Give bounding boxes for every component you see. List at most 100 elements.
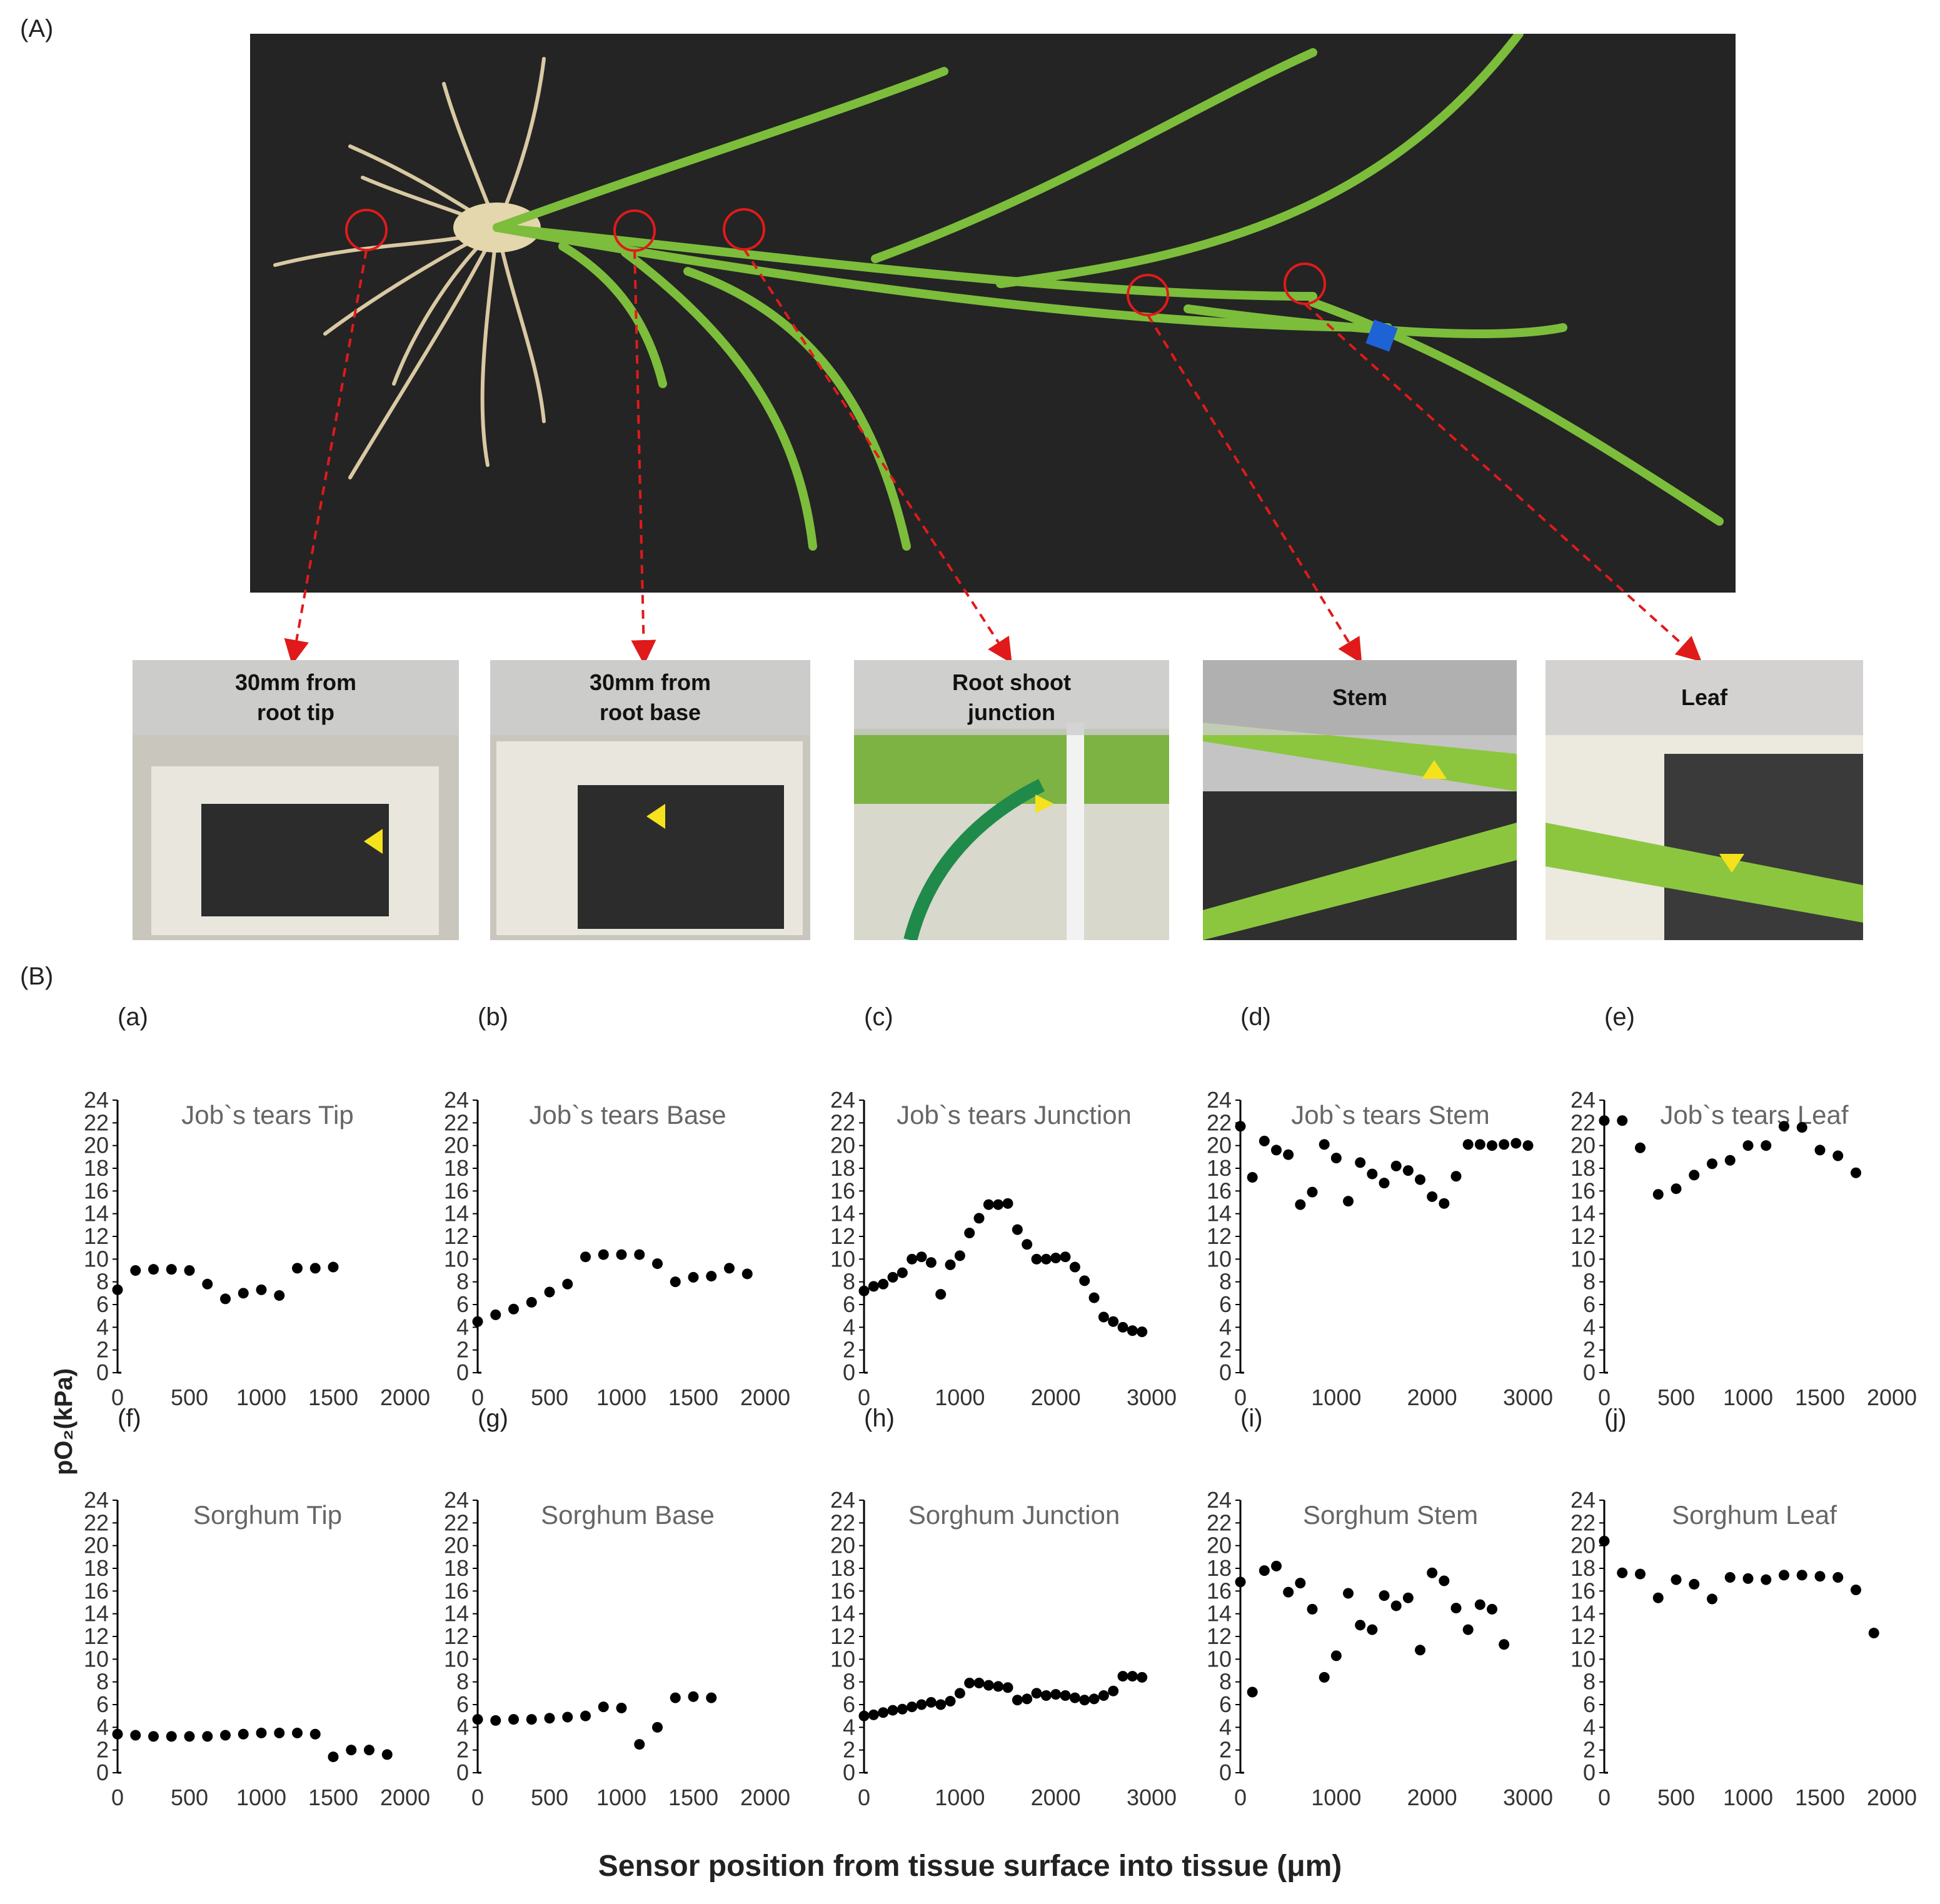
data-point <box>907 1701 918 1713</box>
data-point <box>1031 1253 1042 1265</box>
data-point <box>148 1264 159 1275</box>
y-tick-label: 12 <box>1207 1623 1232 1649</box>
data-point <box>1868 1628 1879 1639</box>
y-tick-label: 10 <box>444 1646 469 1671</box>
y-tick-label: 6 <box>96 1291 109 1317</box>
data-point <box>1474 1139 1485 1150</box>
y-tick-label: 14 <box>1207 1201 1232 1226</box>
thumbnail-root-base: 30mm from root base <box>490 660 810 940</box>
y-tick-label: 14 <box>1571 1601 1596 1626</box>
data-point <box>1832 1150 1844 1161</box>
x-tick-label: 0 <box>471 1385 484 1410</box>
y-tick-label: 8 <box>1583 1669 1596 1695</box>
thumbnail-label: Root shoot junction <box>854 660 1169 735</box>
data-point <box>238 1728 249 1740</box>
data-point <box>1402 1165 1414 1176</box>
panel-letter: (d) <box>1240 1003 1271 1031</box>
data-point <box>1379 1590 1390 1601</box>
chart-title: Job`s tears Base <box>529 1100 726 1130</box>
y-tick-label: 22 <box>830 1510 855 1535</box>
data-point <box>1235 1121 1246 1132</box>
plant-photo <box>250 29 1736 593</box>
data-point <box>935 1289 947 1300</box>
thumbnail-label: 30mm from root base <box>490 660 810 735</box>
y-tick-label: 22 <box>84 1110 109 1135</box>
y-tick-label: 8 <box>96 1269 109 1295</box>
chart-title: Sorghum Leaf <box>1672 1500 1837 1530</box>
data-point <box>1343 1588 1354 1599</box>
y-tick-label: 12 <box>1571 1223 1596 1249</box>
data-point <box>1439 1575 1450 1586</box>
callout-arrows <box>284 248 1702 665</box>
y-tick-label: 22 <box>84 1510 109 1535</box>
data-point <box>1050 1253 1062 1264</box>
y-tick-label: 22 <box>1207 1110 1232 1135</box>
thumbnail-label: 30mm from root tip <box>133 660 459 735</box>
y-tick-label: 0 <box>456 1360 469 1385</box>
x-tick-label: 1000 <box>1311 1785 1361 1810</box>
data-point <box>1247 1686 1258 1698</box>
y-tick-label: 18 <box>830 1155 855 1181</box>
data-point <box>1079 1275 1090 1286</box>
data-point <box>130 1265 141 1276</box>
y-tick-label: 16 <box>1207 1578 1232 1603</box>
y-tick-label: 22 <box>1571 1510 1596 1535</box>
data-point <box>1510 1138 1522 1149</box>
data-point <box>1271 1145 1282 1156</box>
y-tick-label: 10 <box>84 1646 109 1671</box>
y-tick-label: 18 <box>444 1555 469 1581</box>
data-point <box>526 1714 537 1725</box>
data-point <box>897 1703 908 1715</box>
data-point <box>1779 1570 1789 1581</box>
data-point <box>1259 1565 1270 1576</box>
data-point <box>1040 1690 1052 1701</box>
y-tick-label: 0 <box>456 1760 469 1785</box>
data-point <box>220 1293 231 1305</box>
data-point <box>1069 1261 1080 1273</box>
data-point <box>328 1261 339 1273</box>
data-point <box>1742 1140 1754 1151</box>
data-point <box>1499 1139 1510 1150</box>
y-tick-label: 14 <box>1207 1601 1232 1626</box>
data-point <box>887 1271 898 1283</box>
y-tick-label: 0 <box>843 1360 855 1385</box>
y-tick-label: 14 <box>84 1601 109 1626</box>
data-point <box>166 1264 177 1275</box>
thumbnail-root-tip: 30mm from root tip <box>133 660 459 940</box>
data-point <box>1724 1572 1736 1583</box>
y-tick-label: 2 <box>456 1337 469 1363</box>
y-tick-label: 12 <box>444 1223 469 1249</box>
y-tick-label: 22 <box>830 1110 855 1135</box>
data-point <box>964 1228 975 1239</box>
x-tick-label: 2000 <box>740 1385 790 1410</box>
data-point <box>652 1258 663 1270</box>
thumbnail-label: Stem <box>1203 660 1517 735</box>
data-point <box>580 1251 591 1263</box>
data-point <box>1379 1178 1390 1189</box>
data-point <box>472 1316 483 1327</box>
data-point <box>887 1705 898 1716</box>
y-tick-label: 4 <box>96 1314 109 1340</box>
panel-letter: (i) <box>1240 1405 1263 1432</box>
data-point <box>1088 1693 1100 1705</box>
data-point <box>1671 1574 1682 1585</box>
panel-letter: (g) <box>478 1405 508 1432</box>
x-tick-label: 2000 <box>1031 1785 1081 1810</box>
y-tick-label: 24 <box>444 1087 469 1113</box>
data-point <box>598 1701 609 1713</box>
x-tick-label: 0 <box>1234 1785 1247 1810</box>
y-tick-label: 18 <box>1207 1155 1232 1181</box>
data-point <box>1319 1139 1330 1150</box>
data-point <box>1343 1196 1354 1207</box>
data-point <box>130 1730 141 1741</box>
data-point <box>1761 1140 1772 1151</box>
data-point <box>1137 1326 1148 1338</box>
chart-title: Job`s tears Junction <box>897 1100 1132 1130</box>
data-point <box>724 1263 735 1274</box>
data-point <box>544 1286 555 1298</box>
